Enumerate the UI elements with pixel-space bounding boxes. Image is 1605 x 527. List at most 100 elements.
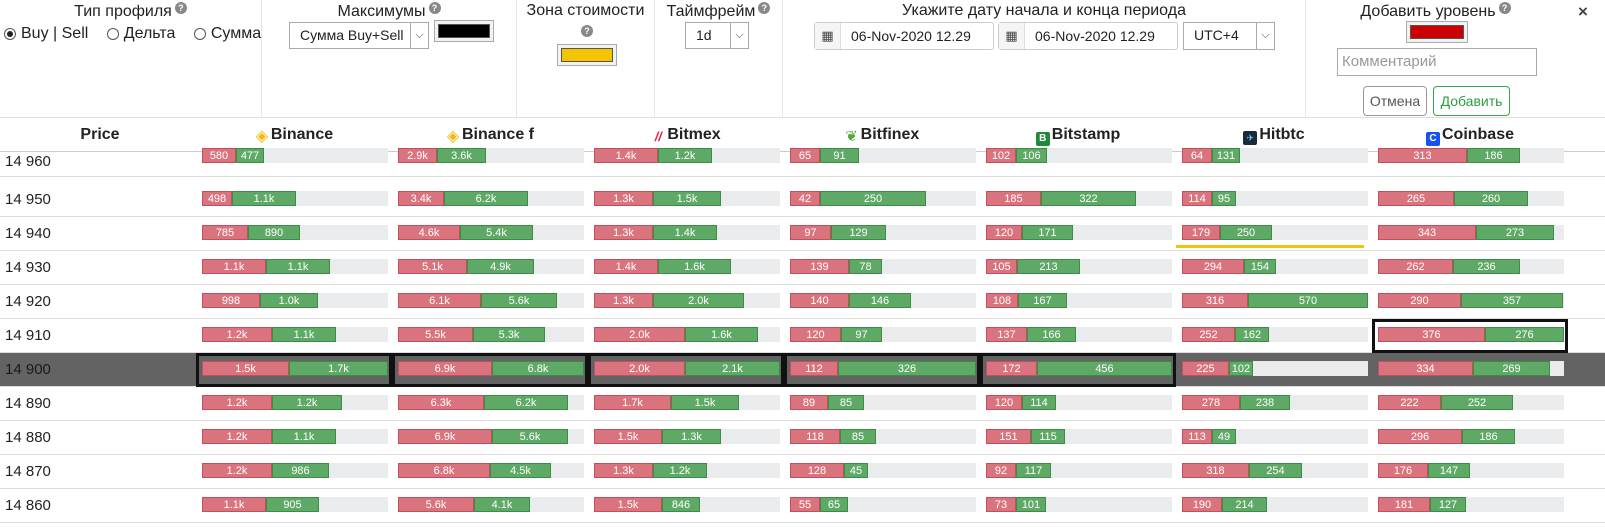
table-row[interactable]: 14 950 498 1.1k 3.4k 6.2k 1.3k 1.5k 42 250 185 322…: [0, 183, 1605, 217]
volume-cell[interactable]: 290 357: [1372, 285, 1568, 319]
volume-cell[interactable]: 6.9k 5.6k: [392, 421, 588, 455]
volume-cell[interactable]: 42 250: [784, 183, 980, 217]
volume-cell[interactable]: 181 127: [1372, 489, 1568, 523]
cancel-button[interactable]: Отмена: [1363, 86, 1427, 116]
value-zone-color-swatch[interactable]: [561, 48, 613, 62]
table-row[interactable]: 14 940 785 890 4.6k 5.4k 1.3k 1.4k 97 129 120 171 1…: [0, 217, 1605, 251]
volume-cell[interactable]: 102 106: [980, 148, 1176, 177]
level-color-swatch[interactable]: [1410, 25, 1464, 39]
volume-cell[interactable]: 1.3k 1.5k: [588, 183, 784, 217]
help-icon[interactable]: ?: [1498, 2, 1511, 14]
volume-cell[interactable]: 1.2k 1.1k: [196, 319, 392, 353]
table-row[interactable]: 14 880 1.2k 1.1k 6.9k 5.6k 1.5k 1.3k 118 85 151 11…: [0, 421, 1605, 455]
help-icon[interactable]: ?: [581, 25, 593, 37]
volume-cell[interactable]: 185 322: [980, 183, 1176, 217]
chevron-down-icon[interactable]: ⌵: [730, 23, 748, 48]
volume-cell[interactable]: 1.5k 1.3k: [588, 421, 784, 455]
volume-cell[interactable]: 998 1.0k: [196, 285, 392, 319]
volume-cell[interactable]: 1.2k 986: [196, 455, 392, 489]
volume-cell[interactable]: 2.0k 1.6k: [588, 319, 784, 353]
timezone-select[interactable]: UTC+4 ⌵: [1183, 22, 1275, 50]
volume-cell[interactable]: 313 186: [1372, 148, 1568, 177]
level-color-picker[interactable]: [1406, 21, 1468, 43]
volume-cell[interactable]: 498 1.1k: [196, 183, 392, 217]
volume-cell[interactable]: 73 101: [980, 489, 1176, 523]
volume-cell[interactable]: 1.3k 2.0k: [588, 285, 784, 319]
table-row[interactable]: 14 920 998 1.0k 6.1k 5.6k 1.3k 2.0k 140 146 108 16…: [0, 285, 1605, 319]
volume-cell[interactable]: 65 91: [784, 148, 980, 177]
timeframe-select[interactable]: 1d ⌵: [685, 22, 749, 49]
volume-cell[interactable]: 112 326: [784, 353, 980, 387]
volume-cell[interactable]: 580 477: [196, 148, 392, 177]
value-zone-color-picker[interactable]: [557, 44, 617, 66]
maximums-color-swatch[interactable]: [438, 24, 490, 38]
help-icon[interactable]: ?: [758, 2, 771, 14]
volume-cell[interactable]: 55 65: [784, 489, 980, 523]
volume-cell[interactable]: 92 117: [980, 455, 1176, 489]
chevron-down-icon[interactable]: ⌵: [410, 23, 428, 48]
volume-cell[interactable]: 1.2k 1.1k: [196, 421, 392, 455]
end-date-input[interactable]: ▦ 06-Nov-2020 12.29: [998, 22, 1178, 50]
volume-cell[interactable]: 252 162: [1176, 319, 1372, 353]
volume-cell[interactable]: 262 236: [1372, 251, 1568, 285]
table-row[interactable]: 14 910 1.2k 1.1k 5.5k 5.3k 2.0k 1.6k 120 97 137 16…: [0, 319, 1605, 353]
maximums-select[interactable]: Сумма Buy+Sell ⌵: [289, 22, 429, 49]
volume-cell[interactable]: 151 115: [980, 421, 1176, 455]
volume-cell[interactable]: 1.4k 1.2k: [588, 148, 784, 177]
volume-cell[interactable]: 108 167: [980, 285, 1176, 319]
close-icon[interactable]: ×: [1578, 2, 1588, 21]
add-button[interactable]: Добавить: [1433, 86, 1510, 116]
help-icon[interactable]: ?: [428, 2, 441, 14]
volume-cell[interactable]: 89 85: [784, 387, 980, 421]
table-row[interactable]: 14 890 1.2k 1.2k 6.3k 6.2k 1.7k 1.5k 89 85 120 114…: [0, 387, 1605, 421]
volume-cell[interactable]: 1.5k 1.7k: [196, 353, 392, 387]
table-row[interactable]: 14 960 580 477 2.9k 3.6k 1.4k 1.2k 65 91 102 106 64…: [0, 148, 1605, 177]
volume-cell[interactable]: 139 78: [784, 251, 980, 285]
volume-cell[interactable]: 6.8k 4.5k: [392, 455, 588, 489]
maximums-color-picker[interactable]: [434, 20, 494, 42]
volume-cell[interactable]: 97 129: [784, 217, 980, 251]
volume-cell[interactable]: 316 570: [1176, 285, 1372, 319]
radio-dot[interactable]: [4, 28, 16, 40]
volume-cell[interactable]: 6.3k 6.2k: [392, 387, 588, 421]
volume-cell[interactable]: 334 269: [1372, 353, 1568, 387]
radio-dot[interactable]: [193, 28, 206, 40]
volume-cell[interactable]: 120 97: [784, 319, 980, 353]
volume-cell[interactable]: 2.0k 2.1k: [588, 353, 784, 387]
volume-cell[interactable]: 222 252: [1372, 387, 1568, 421]
table-row[interactable]: 14 870 1.2k 986 6.8k 4.5k 1.3k 1.2k 128 45 92 117 3…: [0, 455, 1605, 489]
volume-cell[interactable]: 113 49: [1176, 421, 1372, 455]
volume-cell[interactable]: 137 166: [980, 319, 1176, 353]
volume-cell[interactable]: 376 276: [1372, 319, 1568, 353]
volume-cell[interactable]: 1.3k 1.4k: [588, 217, 784, 251]
volume-cell[interactable]: 176 147: [1372, 455, 1568, 489]
volume-cell[interactable]: 1.3k 1.2k: [588, 455, 784, 489]
volume-cell[interactable]: 105 213: [980, 251, 1176, 285]
volume-cell[interactable]: 5.1k 4.9k: [392, 251, 588, 285]
volume-cell[interactable]: 4.6k 5.4k: [392, 217, 588, 251]
volume-cell[interactable]: 1.5k 846: [588, 489, 784, 523]
volume-cell[interactable]: 294 154: [1176, 251, 1372, 285]
comment-input[interactable]: Комментарий: [1337, 48, 1537, 76]
volume-cell[interactable]: 5.5k 5.3k: [392, 319, 588, 353]
volume-cell[interactable]: 5.6k 4.1k: [392, 489, 588, 523]
volume-cell[interactable]: 296 186: [1372, 421, 1568, 455]
volume-cell[interactable]: 118 85: [784, 421, 980, 455]
volume-cell[interactable]: 6.1k 5.6k: [392, 285, 588, 319]
radio-dot[interactable]: [106, 28, 119, 40]
volume-cell[interactable]: 120 171: [980, 217, 1176, 251]
volume-cell[interactable]: 3.4k 6.2k: [392, 183, 588, 217]
volume-cell[interactable]: 172 456: [980, 353, 1176, 387]
volume-cell[interactable]: 1.1k 1.1k: [196, 251, 392, 285]
volume-cell[interactable]: 1.7k 1.5k: [588, 387, 784, 421]
volume-cell[interactable]: 1.4k 1.6k: [588, 251, 784, 285]
volume-cell[interactable]: 318 254: [1176, 455, 1372, 489]
radio-buy-sell[interactable]: Buy | Sell: [4, 25, 88, 43]
volume-cell[interactable]: 120 114: [980, 387, 1176, 421]
table-row[interactable]: 14 900 1.5k 1.7k 6.9k 6.8k 2.0k 2.1k 112 326 172 4…: [0, 353, 1605, 387]
volume-cell[interactable]: 1.2k 1.2k: [196, 387, 392, 421]
volume-cell[interactable]: 114 95: [1176, 183, 1372, 217]
help-icon[interactable]: ?: [174, 2, 187, 14]
radio-delta[interactable]: Дельта: [106, 25, 175, 43]
volume-cell[interactable]: 343 273: [1372, 217, 1568, 251]
